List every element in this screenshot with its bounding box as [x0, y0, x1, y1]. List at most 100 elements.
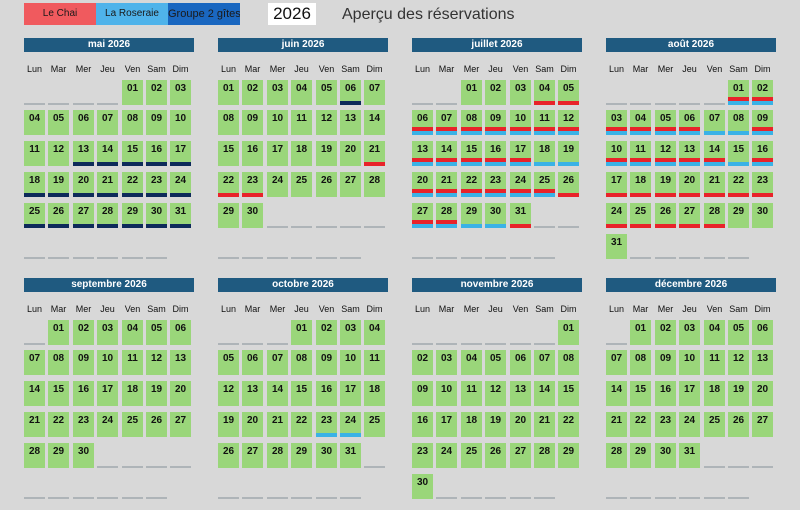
day-cell[interactable]: 18	[364, 381, 385, 406]
day-cell[interactable]: 04	[704, 320, 725, 345]
day-cell[interactable]: 13	[752, 350, 773, 375]
day-cell[interactable]: 14	[97, 141, 118, 166]
day-cell[interactable]: 29	[291, 443, 312, 468]
day-cell[interactable]: 06	[73, 110, 94, 135]
day-cell[interactable]: 13	[242, 381, 263, 406]
day-cell[interactable]: 31	[510, 203, 531, 228]
day-cell[interactable]: 07	[24, 350, 45, 375]
day-cell[interactable]: 21	[704, 172, 725, 197]
day-cell[interactable]: 07	[97, 110, 118, 135]
day-cell[interactable]: 16	[485, 141, 506, 166]
day-cell[interactable]: 08	[461, 110, 482, 135]
day-cell[interactable]: 17	[606, 172, 627, 197]
day-cell[interactable]: 18	[461, 412, 482, 437]
day-cell[interactable]: 24	[97, 412, 118, 437]
day-cell[interactable]: 21	[267, 412, 288, 437]
day-cell[interactable]: 14	[534, 381, 555, 406]
day-cell[interactable]: 08	[630, 350, 651, 375]
day-cell[interactable]: 06	[170, 320, 191, 345]
day-cell[interactable]: 09	[412, 381, 433, 406]
day-cell[interactable]: 05	[316, 80, 337, 105]
day-cell[interactable]: 26	[218, 443, 239, 468]
day-cell[interactable]: 19	[146, 381, 167, 406]
day-cell[interactable]: 16	[412, 412, 433, 437]
day-cell[interactable]: 22	[728, 172, 749, 197]
day-cell[interactable]: 05	[146, 320, 167, 345]
day-cell[interactable]: 12	[558, 110, 579, 135]
day-cell[interactable]: 31	[170, 203, 191, 228]
day-cell[interactable]: 25	[122, 412, 143, 437]
day-cell[interactable]: 04	[24, 110, 45, 135]
day-cell[interactable]: 19	[316, 141, 337, 166]
day-cell[interactable]: 20	[510, 412, 531, 437]
day-cell[interactable]: 10	[170, 110, 191, 135]
day-cell[interactable]: 16	[655, 381, 676, 406]
day-cell[interactable]: 29	[48, 443, 69, 468]
day-cell[interactable]: 26	[48, 203, 69, 228]
day-cell[interactable]: 11	[122, 350, 143, 375]
day-cell[interactable]: 22	[461, 172, 482, 197]
day-cell[interactable]: 24	[170, 172, 191, 197]
day-cell[interactable]: 26	[655, 203, 676, 228]
day-cell[interactable]: 08	[291, 350, 312, 375]
day-cell[interactable]: 01	[728, 80, 749, 105]
day-cell[interactable]: 08	[558, 350, 579, 375]
day-cell[interactable]: 28	[534, 443, 555, 468]
day-cell[interactable]: 10	[679, 350, 700, 375]
day-cell[interactable]: 08	[218, 110, 239, 135]
day-cell[interactable]: 06	[679, 110, 700, 135]
day-cell[interactable]: 25	[461, 443, 482, 468]
day-cell[interactable]: 07	[606, 350, 627, 375]
day-cell[interactable]: 20	[170, 381, 191, 406]
day-cell[interactable]: 18	[24, 172, 45, 197]
day-cell[interactable]: 18	[122, 381, 143, 406]
day-cell[interactable]: 28	[97, 203, 118, 228]
day-cell[interactable]: 04	[122, 320, 143, 345]
day-cell[interactable]: 25	[704, 412, 725, 437]
day-cell[interactable]: 20	[340, 141, 361, 166]
day-cell[interactable]: 27	[73, 203, 94, 228]
day-cell[interactable]: 22	[291, 412, 312, 437]
day-cell[interactable]: 24	[679, 412, 700, 437]
day-cell[interactable]: 10	[510, 110, 531, 135]
day-cell[interactable]: 17	[267, 141, 288, 166]
day-cell[interactable]: 19	[558, 141, 579, 166]
day-cell[interactable]: 03	[436, 350, 457, 375]
day-cell[interactable]: 04	[364, 320, 385, 345]
day-cell[interactable]: 07	[534, 350, 555, 375]
day-cell[interactable]: 24	[340, 412, 361, 437]
day-cell[interactable]: 05	[485, 350, 506, 375]
day-cell[interactable]: 13	[679, 141, 700, 166]
day-cell[interactable]: 03	[170, 80, 191, 105]
day-cell[interactable]: 19	[485, 412, 506, 437]
day-cell[interactable]: 04	[534, 80, 555, 105]
day-cell[interactable]: 17	[436, 412, 457, 437]
day-cell[interactable]: 09	[752, 110, 773, 135]
day-cell[interactable]: 31	[606, 234, 627, 259]
day-cell[interactable]: 11	[704, 350, 725, 375]
day-cell[interactable]: 03	[340, 320, 361, 345]
day-cell[interactable]: 15	[218, 141, 239, 166]
day-cell[interactable]: 12	[485, 381, 506, 406]
day-cell[interactable]: 08	[122, 110, 143, 135]
day-cell[interactable]: 29	[461, 203, 482, 228]
day-cell[interactable]: 06	[412, 110, 433, 135]
day-cell[interactable]: 24	[267, 172, 288, 197]
day-cell[interactable]: 15	[630, 381, 651, 406]
day-cell[interactable]: 04	[291, 80, 312, 105]
day-cell[interactable]: 21	[364, 141, 385, 166]
day-cell[interactable]: 09	[73, 350, 94, 375]
day-cell[interactable]: 17	[679, 381, 700, 406]
day-cell[interactable]: 22	[48, 412, 69, 437]
day-cell[interactable]: 15	[461, 141, 482, 166]
day-cell[interactable]: 02	[146, 80, 167, 105]
day-cell[interactable]: 23	[485, 172, 506, 197]
day-cell[interactable]: 20	[679, 172, 700, 197]
day-cell[interactable]: 15	[728, 141, 749, 166]
day-cell[interactable]: 17	[510, 141, 531, 166]
year-field[interactable]: 2026	[268, 3, 316, 25]
day-cell[interactable]: 25	[24, 203, 45, 228]
day-cell[interactable]: 30	[485, 203, 506, 228]
day-cell[interactable]: 10	[436, 381, 457, 406]
day-cell[interactable]: 17	[97, 381, 118, 406]
